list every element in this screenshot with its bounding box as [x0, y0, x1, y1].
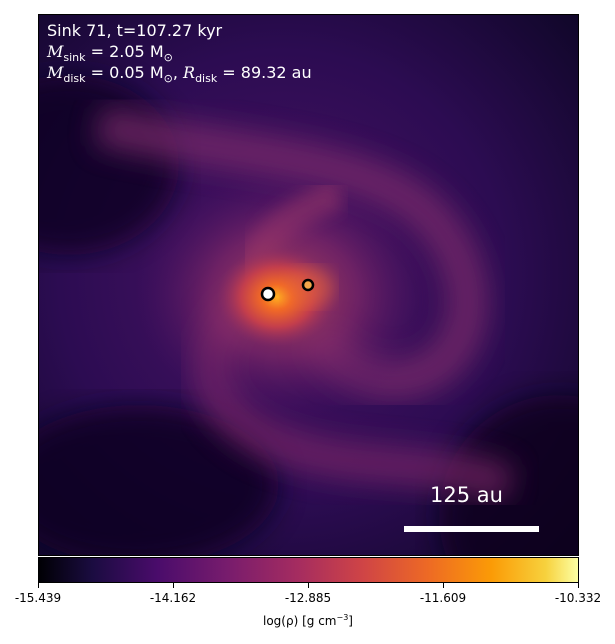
colorbar-axis-label: log(ρ) [g cm−3] — [263, 613, 353, 628]
scalebar — [404, 526, 539, 532]
colorbar-tick — [173, 583, 174, 588]
rdisk-value: = 89.32 au — [217, 63, 312, 82]
colorbar-label-exp: −3 — [336, 613, 349, 622]
sink-mass-label: Msink = 2.05 M⊙ — [47, 41, 173, 68]
colorbar-tick — [578, 583, 579, 588]
colorbar-tick — [308, 583, 309, 588]
msink-sub: sink — [63, 51, 86, 65]
msink-symbol: M — [47, 42, 64, 61]
sink-secondary-marker — [301, 278, 315, 292]
sink-info-label: Sink 71, t=107.27 kyr — [47, 21, 223, 40]
density-map — [39, 15, 578, 555]
colorbar-ticklabel: -15.439 — [14, 591, 62, 605]
rdisk-symbol: R — [183, 63, 196, 82]
colorbar-label-prefix: log(ρ) [g cm — [263, 614, 337, 628]
colorbar-label-suffix: ] — [348, 614, 353, 628]
scalebar-label: 125 au — [430, 483, 503, 507]
colorbar — [38, 557, 579, 583]
colorbar-tick — [443, 583, 444, 588]
mdisk-sub: disk — [63, 72, 86, 86]
mdisk-unit-sub: ⊙ — [163, 72, 173, 86]
colorbar-ticklabel: -11.609 — [419, 591, 467, 605]
msink-unit-sub: ⊙ — [163, 51, 173, 65]
colorbar-ticklabel: -10.332 — [554, 591, 602, 605]
rdisk-separator: , — [172, 63, 184, 82]
msink-value: = 2.05 M — [85, 42, 164, 61]
colorbar-ticklabel: -14.162 — [149, 591, 197, 605]
sink-primary-marker — [260, 286, 276, 302]
colorbar-ticklabel: -12.885 — [284, 591, 332, 605]
mdisk-value: = 0.05 M — [85, 63, 164, 82]
rdisk-sub: disk — [195, 72, 218, 86]
disk-mass-radius-label: Mdisk = 0.05 M⊙, Rdisk = 89.32 au — [47, 62, 312, 89]
density-map-panel — [38, 14, 579, 556]
colorbar-tick — [38, 583, 39, 588]
mdisk-symbol: M — [47, 63, 64, 82]
